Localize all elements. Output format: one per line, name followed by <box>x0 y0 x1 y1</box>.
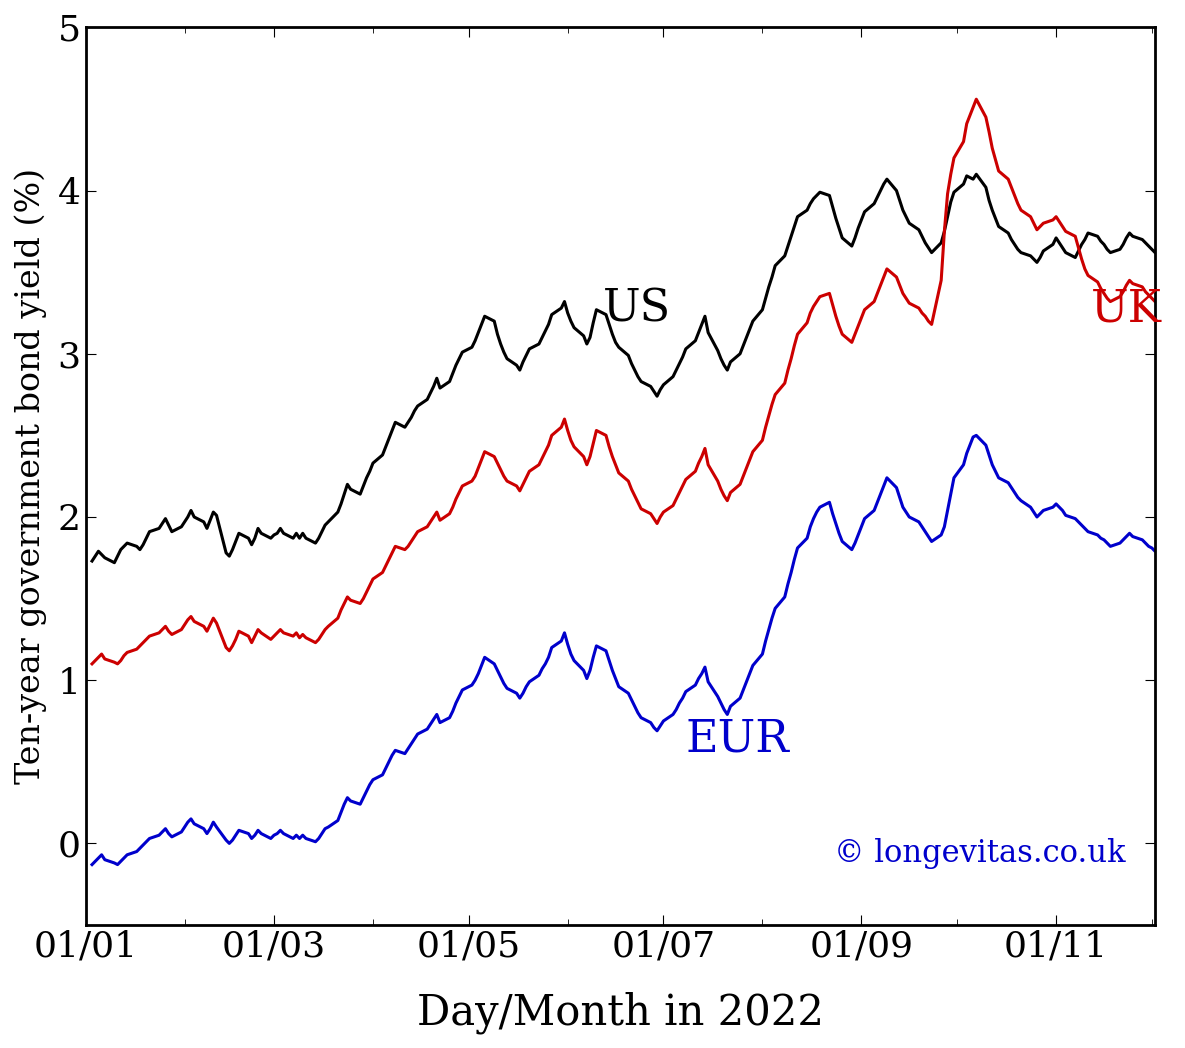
X-axis label: Day/Month in 2022: Day/Month in 2022 <box>417 991 824 1034</box>
Text: © longevitas.co.uk: © longevitas.co.uk <box>834 838 1126 869</box>
Text: US: US <box>603 287 671 330</box>
Text: UK: UK <box>1091 287 1162 330</box>
Y-axis label: Ten-year government bond yield (%): Ten-year government bond yield (%) <box>14 168 46 784</box>
Text: EUR: EUR <box>686 718 789 761</box>
